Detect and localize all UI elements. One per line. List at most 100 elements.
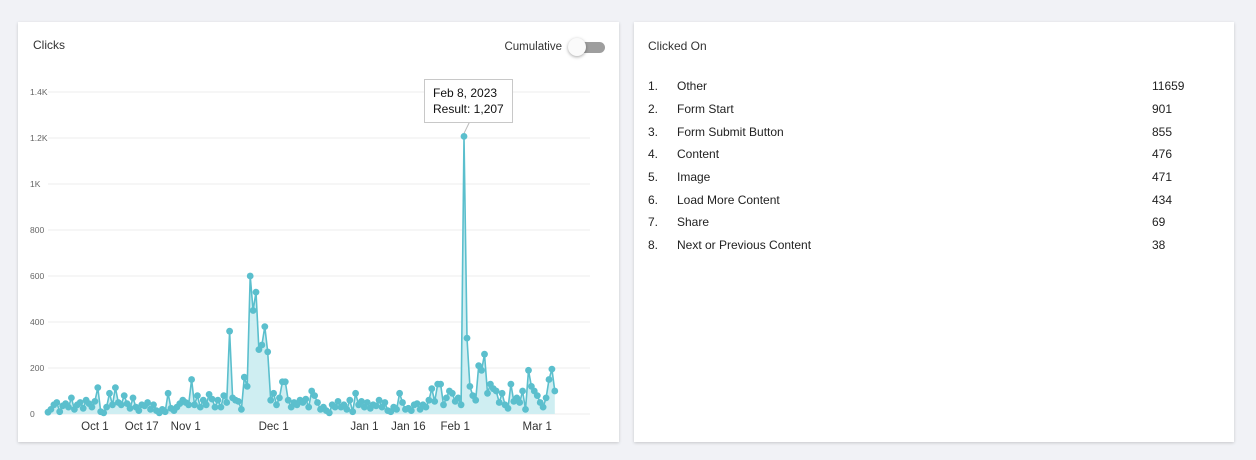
- data-point: [460, 133, 468, 140]
- data-point: [311, 392, 318, 399]
- data-point: [226, 327, 234, 335]
- chart-tooltip: Feb 8, 2023 Result: 1,207: [424, 79, 513, 123]
- list-item[interactable]: 8. Next or Previous Content 38: [648, 234, 1190, 257]
- data-point: [235, 398, 242, 405]
- list-item[interactable]: 3. Form Submit Button 855: [648, 120, 1190, 143]
- cumulative-label: Cumulative: [504, 41, 562, 53]
- list-item[interactable]: 4. Content 476: [648, 143, 1190, 166]
- data-point: [88, 403, 96, 411]
- data-point: [276, 394, 283, 402]
- data-point: [56, 408, 64, 416]
- data-point: [346, 396, 354, 404]
- data-point: [264, 348, 272, 356]
- y-tick-label: 1.2K: [30, 133, 48, 143]
- y-tick-label: 1.4K: [30, 87, 48, 97]
- list-label: Load More Content: [677, 192, 780, 207]
- list-rank: 3.: [648, 124, 659, 139]
- data-point: [223, 399, 231, 406]
- cumulative-toggle[interactable]: [568, 38, 605, 56]
- data-point: [437, 380, 444, 388]
- data-point: [68, 394, 75, 402]
- data-point: [129, 394, 137, 402]
- data-point: [246, 272, 254, 280]
- data-point: [443, 394, 450, 402]
- data-point: [238, 406, 245, 413]
- list-rank: 7.: [648, 215, 659, 230]
- list-value: 476: [1152, 147, 1173, 162]
- data-point: [331, 403, 339, 411]
- data-point: [258, 341, 266, 349]
- y-tick-label: 0: [30, 409, 35, 419]
- data-point: [120, 392, 128, 399]
- x-tick-label: Feb 1: [441, 421, 470, 433]
- list-item[interactable]: 6. Load More Content 434: [648, 188, 1190, 211]
- data-point: [100, 409, 108, 417]
- list-label: Other: [677, 79, 708, 94]
- list-label: Content: [677, 147, 720, 162]
- data-point: [425, 396, 433, 404]
- data-point: [372, 402, 380, 410]
- data-point: [504, 404, 512, 412]
- x-tick-label: Mar 1: [523, 421, 552, 433]
- data-point: [454, 394, 462, 402]
- data-point: [261, 323, 269, 330]
- data-point: [548, 365, 556, 373]
- data-point: [284, 396, 292, 404]
- data-point: [267, 396, 275, 404]
- list-item[interactable]: 1. Other 11659: [648, 75, 1190, 98]
- data-point: [507, 380, 515, 388]
- y-tick-label: 200: [30, 363, 44, 373]
- data-point: [161, 408, 169, 416]
- data-point: [314, 399, 321, 406]
- data-point: [422, 403, 430, 411]
- data-point: [185, 401, 193, 409]
- data-point: [106, 389, 113, 397]
- data-point: [516, 399, 524, 406]
- list-value: 69: [1152, 215, 1166, 230]
- list-value: 855: [1152, 124, 1173, 139]
- data-point: [325, 409, 333, 417]
- data-point: [94, 384, 102, 391]
- list-label: Next or Previous Content: [677, 238, 812, 253]
- list-item[interactable]: 5. Image 471: [648, 166, 1190, 189]
- x-tick-label: Oct 17: [125, 421, 159, 433]
- list-item[interactable]: 2. Form Start 901: [648, 98, 1190, 121]
- list-rank: 2.: [648, 102, 659, 117]
- data-point: [164, 389, 172, 397]
- data-point: [381, 399, 389, 406]
- list-rank: 6.: [648, 192, 659, 207]
- data-point: [463, 334, 471, 342]
- data-point: [109, 401, 116, 409]
- data-point: [150, 401, 157, 409]
- clicks-line-chart[interactable]: 0 200 400 600 800 1K 1.2K 1.4K Oct 1 Oct 17 Nov 1…: [18, 22, 619, 442]
- clicks-chart-card: Clicks Cumulative 0 200 400 600 800 1K 1.2K 1.4…: [18, 22, 619, 442]
- data-points: [44, 133, 559, 417]
- data-point: [542, 394, 550, 402]
- data-point: [478, 366, 485, 374]
- list-rank: 8.: [648, 238, 659, 253]
- data-point: [191, 401, 198, 409]
- list-rank: 1.: [648, 79, 659, 94]
- data-point: [440, 401, 447, 409]
- list-value: 901: [1152, 102, 1173, 117]
- data-point: [214, 396, 222, 404]
- data-point: [220, 392, 228, 399]
- data-point: [448, 389, 456, 397]
- data-point: [281, 378, 289, 386]
- data-point: [65, 403, 72, 411]
- data-point: [545, 376, 553, 383]
- data-point: [240, 373, 248, 381]
- data-point: [363, 399, 371, 406]
- data-point: [53, 399, 61, 406]
- y-tick-label: 600: [30, 271, 44, 281]
- list-item[interactable]: 7. Share 69: [648, 211, 1190, 234]
- toggle-knob: [568, 38, 586, 56]
- data-point: [188, 376, 196, 383]
- data-point: [539, 403, 547, 411]
- data-point: [202, 401, 210, 409]
- list-value: 11659: [1152, 79, 1185, 94]
- x-tick-label: Jan 16: [391, 421, 426, 433]
- x-tick-label: Nov 1: [171, 421, 201, 433]
- list-label: Form Submit Button: [677, 124, 784, 139]
- x-tick-label: Oct 1: [81, 421, 108, 433]
